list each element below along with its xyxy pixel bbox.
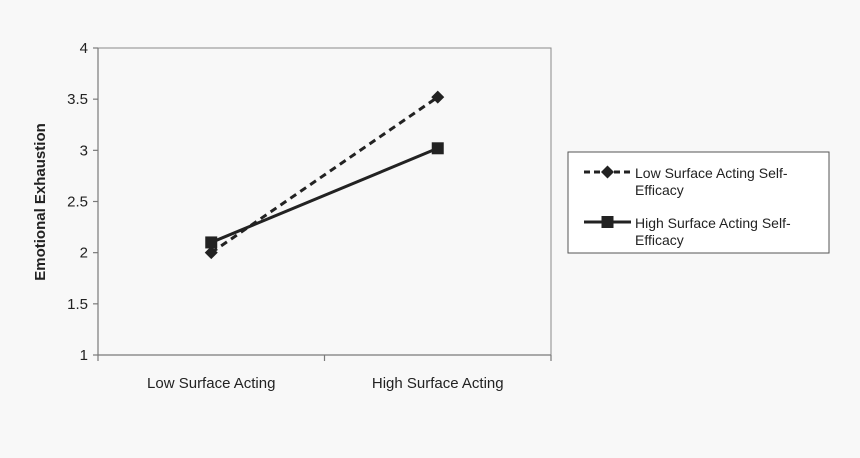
y-tick-label: 3 bbox=[80, 142, 88, 159]
legend-item: Low Surface Acting Self-Efficacy bbox=[584, 165, 788, 198]
legend-label: High Surface Acting Self-Efficacy bbox=[635, 215, 791, 248]
y-tick-label: 4 bbox=[80, 40, 88, 57]
legend-item: High Surface Acting Self-Efficacy bbox=[584, 215, 791, 248]
plot-frame bbox=[97, 47, 552, 356]
legend-label: Low Surface Acting Self-Efficacy bbox=[635, 165, 788, 198]
y-tick-label: 1 bbox=[80, 347, 88, 364]
y-axis-title: Emotional Exhaustion bbox=[32, 123, 49, 281]
data-point bbox=[431, 142, 444, 155]
data-point bbox=[204, 246, 218, 260]
data-point bbox=[431, 90, 445, 104]
legend-swatch-marker bbox=[601, 216, 614, 228]
data-point bbox=[205, 236, 218, 249]
x-category-label: High Surface Acting bbox=[372, 375, 504, 392]
y-tick-label: 1.5 bbox=[67, 296, 88, 313]
series-layer bbox=[204, 90, 445, 260]
y-tick-label: 3.5 bbox=[67, 91, 88, 108]
series-1 bbox=[204, 90, 445, 260]
y-axis: 1 1.5 2 2.5 3 3.5 4 bbox=[67, 40, 99, 364]
legend-box bbox=[567, 151, 830, 254]
x-category-label: Low Surface Acting bbox=[147, 375, 275, 392]
y-tick-label: 2 bbox=[80, 245, 88, 262]
series-line bbox=[210, 146, 439, 244]
legend: Low Surface Acting Self-Efficacy High Sur… bbox=[567, 151, 830, 254]
x-axis: Low Surface Acting High Surface Acting bbox=[97, 354, 552, 392]
series-2 bbox=[205, 142, 444, 249]
y-tick-label: 2.5 bbox=[67, 194, 88, 211]
series-line bbox=[210, 95, 439, 254]
legend-swatch-marker bbox=[601, 165, 614, 179]
plot-area bbox=[97, 47, 552, 356]
